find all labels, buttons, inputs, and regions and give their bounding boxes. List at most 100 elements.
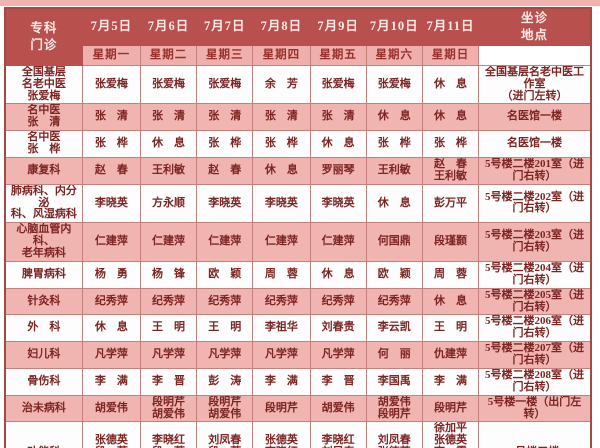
schedule-cell: 仇建萍 bbox=[421, 341, 480, 369]
schedule-cell: 休 息 bbox=[81, 314, 141, 343]
schedule-cell: 休 息 bbox=[309, 130, 367, 158]
day-header: 星期三 bbox=[196, 44, 254, 66]
schedule-cell: 何国鼎 bbox=[365, 222, 423, 262]
schedule-cell: 周 蓉 bbox=[421, 260, 480, 289]
location-cell: 名医馆一楼 bbox=[478, 103, 592, 132]
schedule-cell: 凡学萍 bbox=[139, 341, 198, 369]
table-row: 治未病科 胡爱伟 段明芹 胡爱伟 段明芹 胡爱伟 段明芹 胡爱伟 胡爱伟 段明芹 段明芹 5号楼… bbox=[4, 394, 592, 423]
day-header: 星期四 bbox=[252, 44, 311, 66]
schedule-cell: 何 丽 bbox=[365, 341, 423, 369]
schedule-cell: 胡爱伟 bbox=[309, 394, 367, 423]
location-cell: 5号楼二楼206室（进门右转） bbox=[478, 314, 592, 343]
date-header: 7月6日 bbox=[139, 7, 198, 46]
schedule-cell: 休 息 bbox=[365, 183, 423, 224]
date-header: 7月7日 bbox=[196, 7, 254, 46]
department-cell: 康复科 bbox=[4, 156, 83, 185]
schedule-cell: 纪秀萍 bbox=[139, 287, 198, 316]
location-cell: 1号楼三楼 bbox=[478, 421, 592, 448]
department-cell: 全国基层 名老中医 张爱梅 bbox=[4, 64, 83, 105]
schedule-cell: 杨 勇 bbox=[81, 260, 141, 289]
schedule-cell: 休 息 bbox=[421, 287, 480, 316]
schedule-cell: 休 息 bbox=[309, 260, 367, 289]
schedule-cell: 刘春贵 bbox=[309, 314, 367, 343]
schedule-cell: 周 蓉 bbox=[252, 260, 311, 289]
table-row: 骨伤科李 满李 晋彭 涛李 满李 晋李国禹李 满 5号楼二楼208室（进门右转） bbox=[4, 367, 592, 396]
day-header: 星期一 bbox=[81, 44, 141, 66]
schedule-cell: 张爱梅 bbox=[365, 64, 423, 105]
schedule-cell: 张 桦 bbox=[196, 130, 254, 158]
schedule-cell: 段明芹 bbox=[252, 394, 311, 423]
schedule-cell: 仁建萍 bbox=[309, 222, 367, 262]
location-cell: 5号楼二楼202室（进门右转） bbox=[478, 183, 592, 224]
schedule-cell: 纪秀萍 bbox=[252, 287, 311, 316]
table-row: 针灸科 纪秀萍 纪秀萍 纪秀萍 纪秀萍 纪秀萍 纪秀萍休 息 5号楼二楼205室（进门右转） bbox=[4, 287, 592, 316]
schedule-cell: 李晓英 bbox=[309, 183, 367, 224]
day-header: 星期五 bbox=[309, 44, 367, 66]
schedule-cell: 休 息 bbox=[252, 156, 311, 185]
table-row: 妇儿科 凡学萍 凡学萍 凡学萍 凡学萍 凡学萍何 丽仇建萍 5号楼二楼207室（进门右转） bbox=[4, 341, 592, 369]
schedule-cell: 段明芹 胡爱伟 bbox=[196, 394, 254, 423]
schedule-cell: 李 满 bbox=[252, 367, 311, 396]
top-strip bbox=[0, 0, 600, 7]
location-cell: 5号楼二楼201室（进门右转） bbox=[478, 156, 592, 185]
schedule-cell: 王利敏 bbox=[139, 156, 198, 185]
schedule-cell: 李 晋 bbox=[309, 367, 367, 396]
table-row: 外 科休 息王 明王 明李祖华 刘春贵 李云凯王 明 5号楼二楼206室（进门右转） bbox=[4, 314, 592, 343]
schedule-cell: 王利敏 bbox=[365, 156, 423, 185]
schedule-cell: 李祖华 bbox=[252, 314, 311, 343]
schedule-cell: 凡学萍 bbox=[252, 341, 311, 369]
date-header: 7月5日 bbox=[81, 7, 141, 46]
location-cell: 5号楼二楼203室（进门右转） bbox=[478, 222, 592, 262]
table-row: 脾胃病科杨 勇杨 锋欧 颖周 蓉休 息欧 颖周 蓉 5号楼二楼204室（进门右转） bbox=[4, 260, 592, 289]
schedule-cell: 休 息 bbox=[421, 64, 480, 105]
schedule-cell: 欧 颖 bbox=[196, 260, 254, 289]
department-cell: 名中医 张 清 bbox=[4, 103, 83, 132]
schedule-cell: 张爱梅 bbox=[139, 64, 198, 105]
schedule-cell: 刘凤春 张德英 段 薇 bbox=[365, 421, 423, 448]
day-header: 星期日 bbox=[421, 44, 480, 66]
table-row: 肺病科、内分泌 科、风湿病科 李晓英 方永顺 李晓英 李晓英 李晓英休 息彭万平 5号楼二楼… bbox=[4, 183, 592, 224]
schedule-cell: 李 满 bbox=[421, 367, 480, 396]
schedule-cell: 欧 颖 bbox=[365, 260, 423, 289]
location-cell: 5号楼二楼207室（进门右转） bbox=[478, 341, 592, 369]
table-row: 功能科张德英 段 薇 李 露李晓红 段 薇 李 露刘凤春 段 薇 李 露张德英 … bbox=[4, 421, 592, 448]
date-header: 7月11日 bbox=[421, 7, 480, 46]
clinic-schedule-table: 专科 门诊 7月5日 7月6日 7月7日 7月8日 7月9日 7月10日 7月1… bbox=[4, 7, 592, 448]
department-cell: 治未病科 bbox=[4, 394, 83, 423]
department-cell: 心脑血管内科、 老年病科 bbox=[4, 222, 83, 262]
schedule-cell: 彭万平 bbox=[421, 183, 480, 224]
department-cell: 妇儿科 bbox=[4, 341, 83, 369]
schedule-cell: 张 桦 bbox=[365, 130, 423, 158]
dates-header-row: 专科 门诊 7月5日 7月6日 7月7日 7月8日 7月9日 7月10日 7月1… bbox=[4, 7, 592, 66]
table-row: 康复科赵 春王利敏赵 春休 息罗丽琴 王利敏赵 春 王利敏 5号楼二楼201室（进门… bbox=[4, 156, 592, 185]
schedule-cell: 王 明 bbox=[421, 314, 480, 343]
table-row: 名中医 张 清张 清张 清张 清张 清张 清休 息休 息名医馆一楼 bbox=[4, 103, 592, 132]
schedule-cell: 赵 春 bbox=[81, 156, 141, 185]
schedule-cell: 李晓红 段 薇 李 露 bbox=[139, 421, 198, 448]
schedule-cell: 李晓英 bbox=[81, 183, 141, 224]
location-cell: 5号楼二楼205室（进门右转） bbox=[478, 287, 592, 316]
location-cell: 5号楼二楼208室（进门右转） bbox=[478, 367, 592, 396]
schedule-cell: 凡学萍 bbox=[196, 341, 254, 369]
location-header-cell: 坐诊 地点 bbox=[478, 7, 592, 46]
schedule-cell: 李晓英 bbox=[196, 183, 254, 224]
schedule-cell: 纪秀萍 bbox=[309, 287, 367, 316]
schedule-cell: 纪秀萍 bbox=[196, 287, 254, 316]
schedule-cell: 段瑾颢 bbox=[421, 222, 480, 262]
department-cell: 功能科 bbox=[4, 421, 83, 448]
schedule-cell: 张爱梅 bbox=[309, 64, 367, 105]
location-cell: 5号楼二楼204室（进门右转） bbox=[478, 260, 592, 289]
department-cell: 针灸科 bbox=[4, 287, 83, 316]
schedule-cell: 仁建萍 bbox=[252, 222, 311, 262]
schedule-cell: 张 桦 bbox=[421, 130, 480, 158]
department-cell: 肺病科、内分泌 科、风湿病科 bbox=[4, 183, 83, 224]
schedule-cell: 仁建萍 bbox=[139, 222, 198, 262]
schedule-cell: 李晓红 刘凤春 段 薇 bbox=[309, 421, 367, 448]
schedule-cell: 张 桦 bbox=[252, 130, 311, 158]
schedule-body: 全国基层 名老中医 张爱梅 张爱梅 张爱梅 张爱梅余 芳张爱梅 张爱梅休 息全国基层名老… bbox=[4, 64, 592, 448]
day-header: 星期六 bbox=[365, 44, 423, 66]
schedule-cell: 张德英 李晓红 李 露 bbox=[252, 421, 311, 448]
schedule-cell: 张 清 bbox=[81, 103, 141, 132]
schedule-cell: 杨 锋 bbox=[139, 260, 198, 289]
schedule-cell: 仁建萍 bbox=[196, 222, 254, 262]
